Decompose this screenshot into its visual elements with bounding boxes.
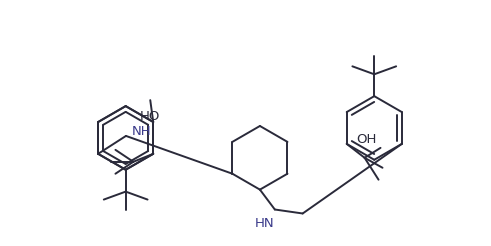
Text: HO: HO xyxy=(140,110,161,123)
Text: NH: NH xyxy=(132,125,152,138)
Text: HN: HN xyxy=(255,217,274,230)
Text: OH: OH xyxy=(356,133,377,146)
